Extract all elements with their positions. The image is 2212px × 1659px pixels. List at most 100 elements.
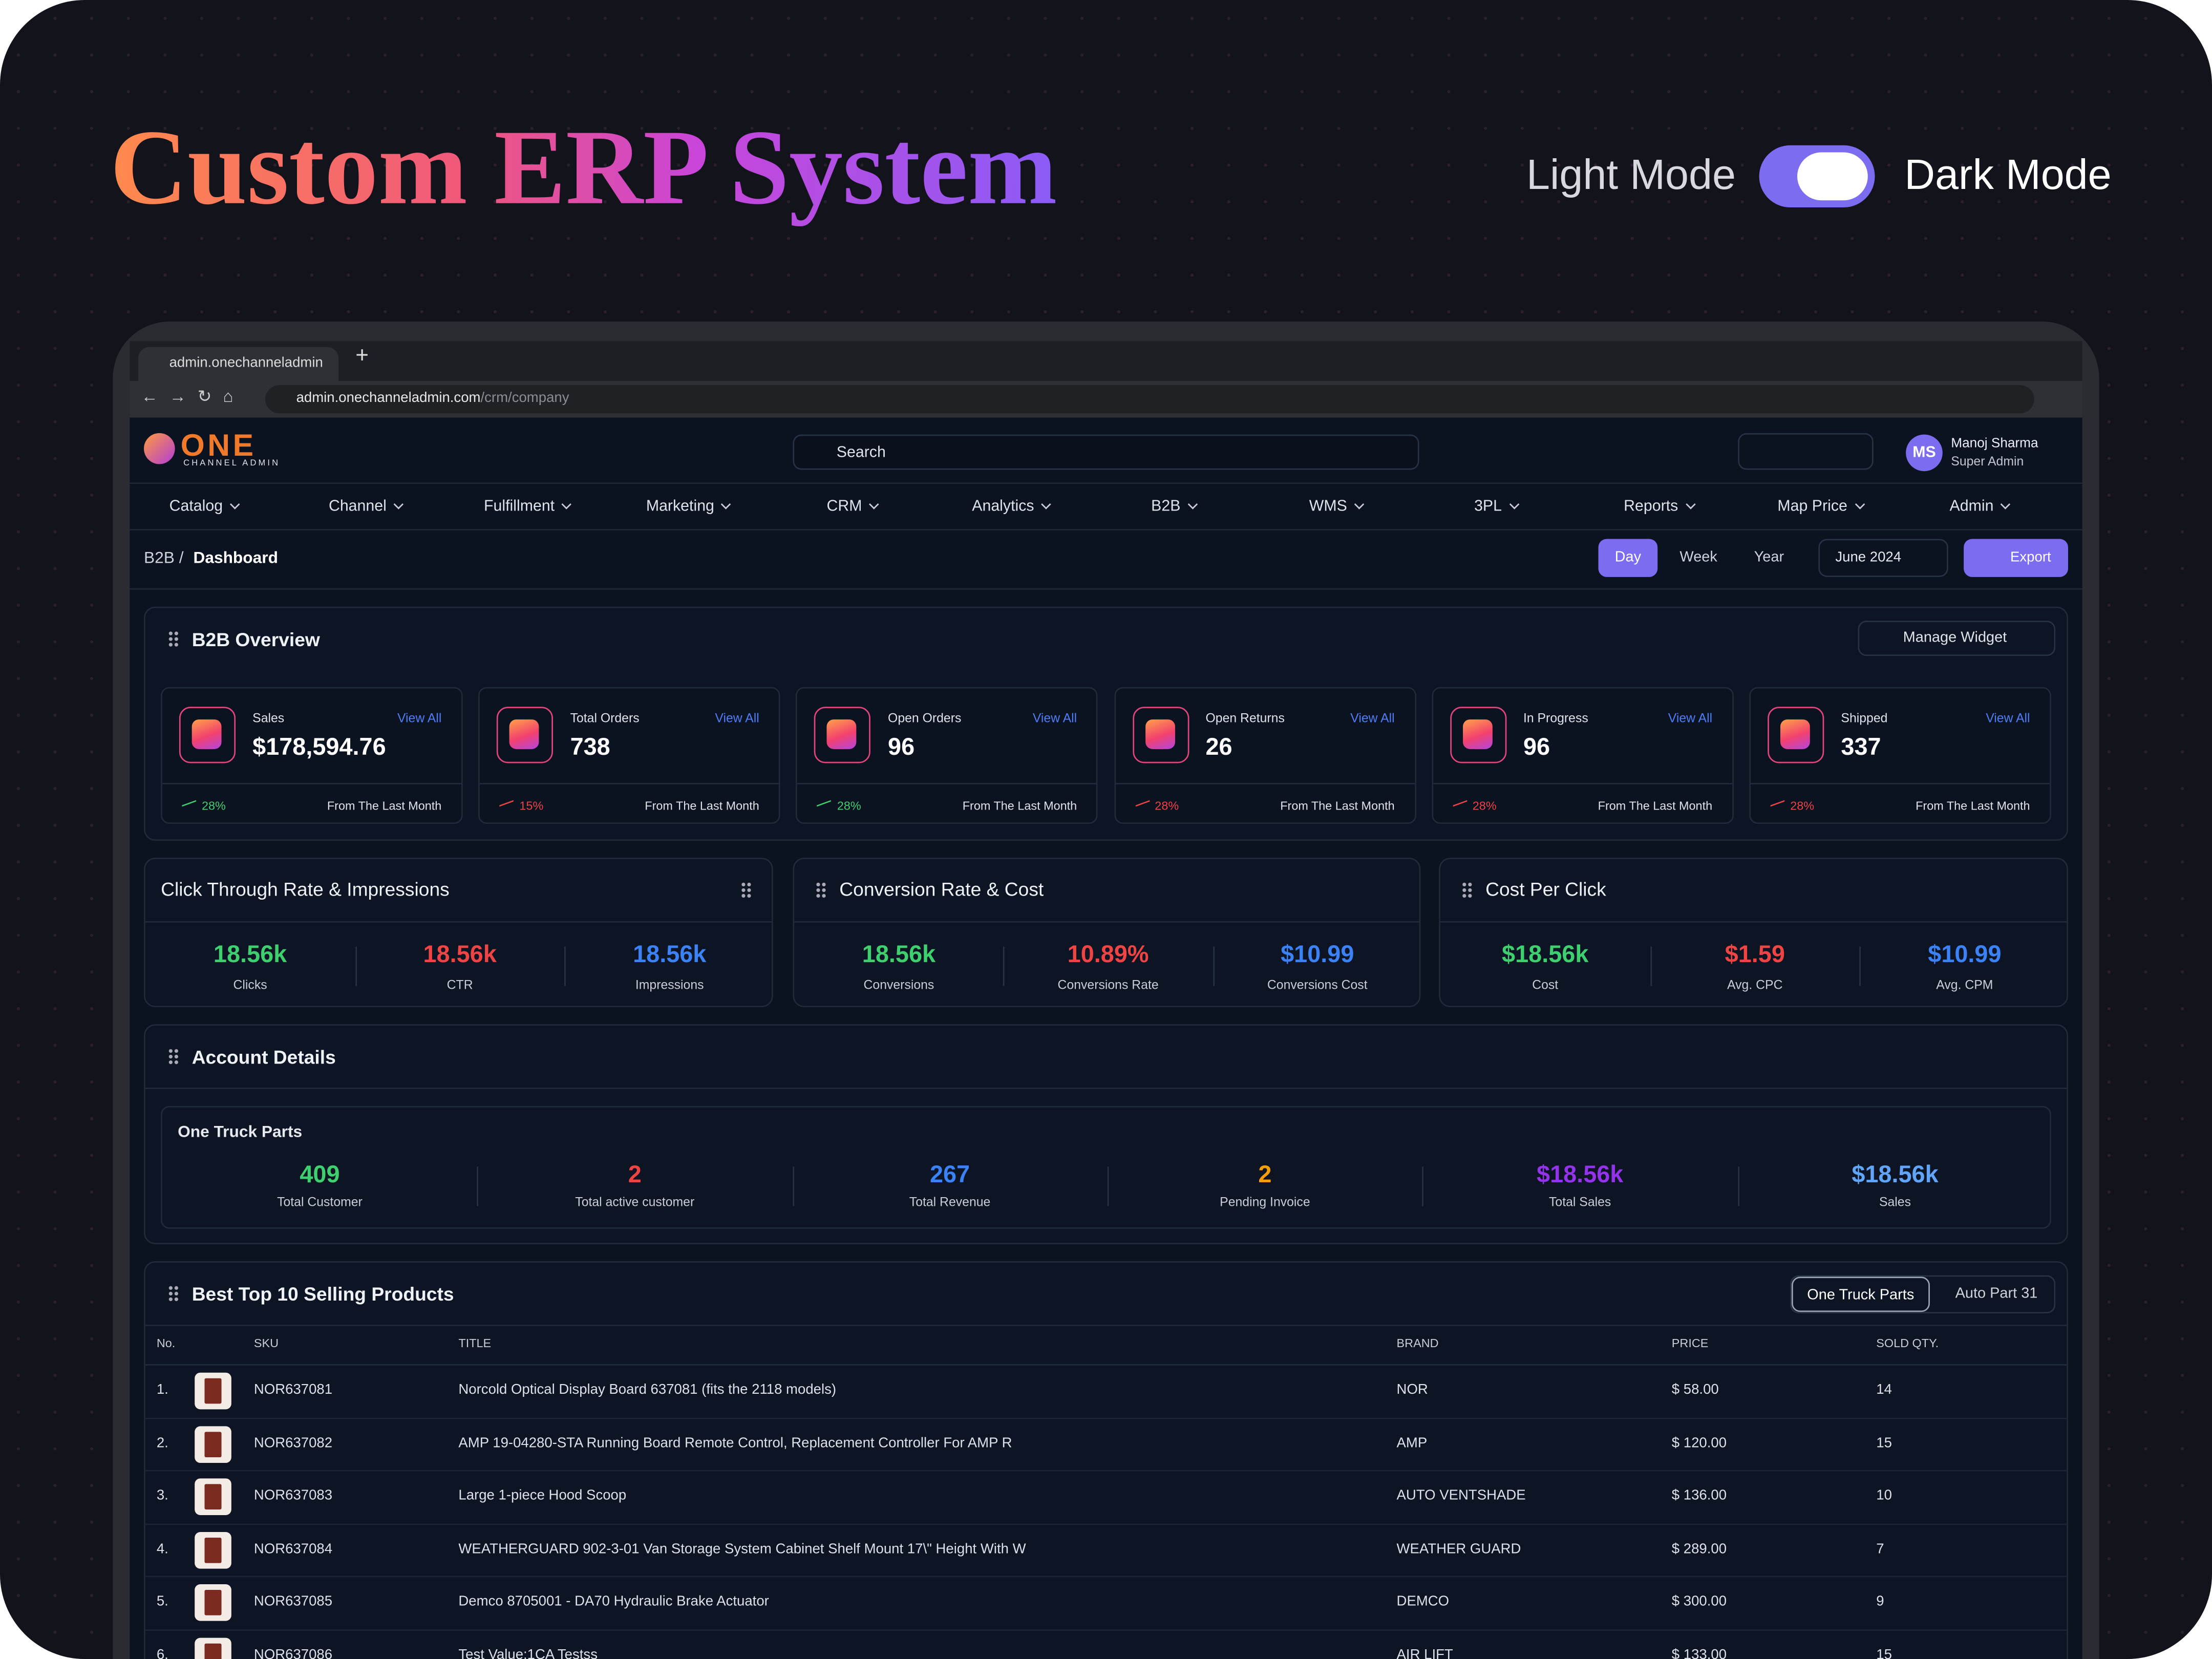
range-switch: Day Week Year (1598, 539, 1799, 577)
card-note: From The Last Month (1598, 798, 1713, 813)
new-tab[interactable]: + (355, 344, 369, 369)
url-path: /crm/company (480, 391, 569, 407)
cell: 7 (1876, 1541, 1884, 1557)
nav-item[interactable]: Channel (329, 498, 402, 515)
row-divider (145, 1417, 2067, 1419)
account-label: Sales (1879, 1195, 1911, 1209)
metric-label: Impressions (635, 977, 704, 992)
card-value: 337 (1841, 733, 1881, 760)
cell: NOR637084 (253, 1541, 333, 1557)
row-divider (145, 1523, 2067, 1524)
account-box: One Truck Parts 409 Total Customer 2 Total … (161, 1105, 2052, 1229)
card-icon-glyph (509, 719, 539, 749)
nav-item[interactable]: WMS (1309, 498, 1363, 515)
product-thumb (195, 1426, 231, 1462)
card-divider (797, 783, 1097, 784)
panel-title: B2B Overview (192, 629, 320, 651)
card-change: 28% (837, 798, 861, 813)
cell: Test Value:1CA Testss (458, 1647, 598, 1659)
search-placeholder: Search (836, 444, 886, 461)
nav-buttons[interactable]: ←→↻⌂ (141, 386, 245, 407)
nav-item[interactable]: Catalog (169, 498, 239, 515)
nav-item[interactable]: Fulfillment (484, 498, 570, 515)
nav-item[interactable]: Analytics (972, 498, 1050, 515)
range-option[interactable]: Year (1754, 548, 1784, 566)
date-picker[interactable]: June 2024 (1818, 539, 1948, 577)
metric-separator (1213, 946, 1215, 986)
column-header[interactable]: TITLE (458, 1336, 492, 1350)
card-label: In Progress (1523, 711, 1588, 726)
header-icons[interactable] (1738, 433, 1874, 470)
row-divider (145, 1470, 2067, 1472)
nav-item[interactable]: B2B (1151, 498, 1196, 515)
nav-item[interactable]: CRM (826, 498, 877, 515)
grip (740, 881, 752, 899)
account-metric: $18.56k Sales (1737, 1161, 2052, 1209)
divider (130, 588, 2082, 590)
card-divider (480, 783, 779, 784)
product-thumb (195, 1531, 231, 1568)
metric-label: Cost (1532, 977, 1559, 992)
card-link[interactable]: View All (1986, 711, 2030, 726)
product-tab[interactable]: One Truck Parts (1791, 1277, 1930, 1312)
mode-toggle[interactable] (1759, 145, 1875, 207)
account-label: Total Revenue (909, 1195, 991, 1209)
nav-item[interactable]: 3PL (1474, 498, 1517, 515)
panel-title: Best Top 10 Selling Products (192, 1284, 454, 1305)
panel-title: Cost Per Click (1485, 879, 1606, 900)
account-metric: 2 Pending Invoice (1108, 1161, 1422, 1209)
product-tab[interactable]: Auto Part 31 (1955, 1285, 2038, 1302)
cell: NOR (1396, 1382, 1428, 1398)
card-note: From The Last Month (1280, 798, 1395, 813)
card-icon-glyph (1145, 719, 1175, 749)
divider (145, 1364, 2067, 1366)
column-header[interactable]: PRICE (1671, 1336, 1709, 1350)
cell: 5. (156, 1594, 168, 1610)
url-box[interactable]: admin.onechanneladmin.com/crm/company (265, 385, 2034, 414)
avatar[interactable]: MS (1906, 434, 1943, 472)
divider (145, 1088, 2067, 1089)
export-button[interactable]: Export (1964, 539, 2068, 577)
grip (815, 881, 827, 899)
nav-item[interactable]: Reports (1624, 498, 1693, 515)
divider (1440, 921, 2067, 923)
metric: $1.59 Avg. CPC (1650, 941, 1860, 992)
metric-separator (1860, 946, 1861, 986)
light-mode-label: Light Mode (1526, 152, 1736, 199)
card-link[interactable]: View All (1032, 711, 1077, 726)
account-value: 409 (300, 1161, 340, 1188)
card-icon (1768, 707, 1824, 763)
card-link[interactable]: View All (1668, 711, 1713, 726)
metric-value: $10.99 (1928, 941, 2002, 968)
breadcrumb-parent[interactable]: B2B / (144, 550, 184, 567)
cell: NOR637082 (253, 1435, 333, 1451)
company-name: One Truck Parts (178, 1124, 303, 1141)
metric-separator (477, 1166, 479, 1206)
nav-item[interactable]: Map Price (1777, 498, 1863, 515)
nav-item[interactable]: Admin (1950, 498, 2009, 515)
metric: 18.56k CTR (355, 941, 565, 992)
card-value: $178,594.76 (252, 733, 386, 760)
nav-item[interactable]: Marketing (646, 498, 730, 515)
column-header[interactable]: BRAND (1396, 1336, 1439, 1350)
cell: 10 (1876, 1488, 1892, 1504)
logo-sub: CHANNEL ADMIN (183, 460, 281, 469)
stat-card: Open Orders View All 96 28% From The Last Mo… (796, 687, 1098, 824)
card-link[interactable]: View All (1350, 711, 1395, 726)
card-value: 96 (1523, 733, 1550, 760)
metric: 18.56k Conversions (794, 941, 1004, 992)
range-option[interactable]: Week (1679, 548, 1717, 566)
column-header[interactable]: SOLD QTY. (1876, 1336, 1939, 1350)
card-link[interactable]: View All (397, 711, 442, 726)
search-box[interactable]: Search (793, 434, 1419, 470)
browser-tab[interactable]: admin.onechanneladmin (138, 347, 339, 381)
card-link[interactable]: View All (715, 711, 759, 726)
stat-card: Open Returns View All 26 28% From The Last M… (1114, 687, 1416, 824)
manage-widget[interactable]: Manage Widget (1858, 621, 2056, 656)
column-header[interactable]: SKU (253, 1336, 279, 1350)
logo-mark (144, 433, 175, 464)
range-option[interactable]: Day (1598, 539, 1658, 577)
cell: 2. (156, 1435, 168, 1451)
trend-arrow (182, 800, 196, 814)
